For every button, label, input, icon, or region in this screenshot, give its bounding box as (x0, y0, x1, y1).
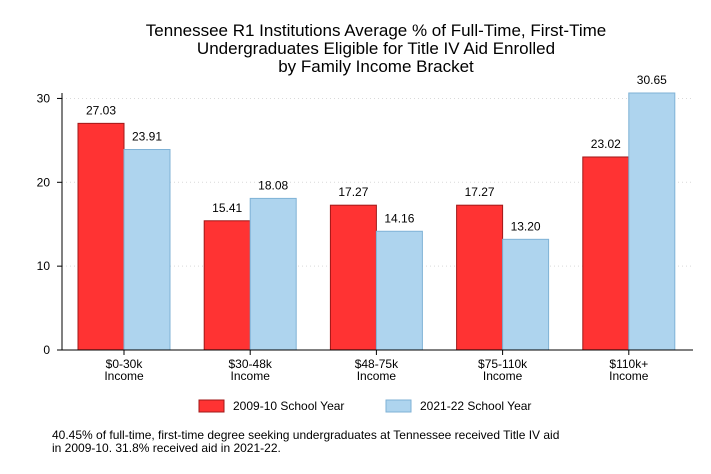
chart-title: Tennessee R1 Institutions Average % of F… (146, 21, 606, 76)
y-tick-label: 10 (37, 259, 51, 273)
x-tick-label: $0-30k (106, 357, 144, 371)
x-tick-label: $48-75k (355, 357, 399, 371)
bars: 27.03 23.91 15.41 18.08 17.27 14.16 17.27 13.20… (77, 73, 676, 351)
x-tick-label: $75-110k (478, 357, 528, 371)
x-tick-label: $110k+ (609, 357, 648, 371)
data-label: 23.02 (591, 137, 621, 151)
bar-2009-10-1 (203, 220, 251, 351)
footnote-line-2: in 2009-10. 31.8% received aid in 2021-2… (52, 441, 281, 455)
legend-label: 2021-22 School Year (420, 399, 531, 413)
data-label: 14.16 (384, 211, 414, 225)
data-label: 13.20 (511, 219, 541, 233)
y-tick-label: 20 (37, 175, 51, 189)
bar-2021-22-3 (502, 238, 550, 351)
bar-2009-10-4 (582, 156, 630, 351)
bar-2021-22-0 (123, 149, 171, 351)
x-tick-label: Income (104, 369, 144, 383)
legend-swatch (385, 399, 412, 413)
x-axis: $0-30kIncome$30-48kIncome$48-75kIncome$7… (62, 349, 693, 383)
bar-2021-22-4 (628, 92, 676, 351)
data-label: 27.03 (86, 103, 116, 117)
bar-2009-10-3 (456, 204, 504, 351)
legend: 2009-10 School Year 2021-22 School Year (198, 399, 531, 413)
data-label: 17.27 (465, 185, 495, 199)
y-axis: 0 10 20 30 (37, 91, 63, 357)
x-tick-label: Income (357, 369, 397, 383)
legend-label: 2009-10 School Year (233, 399, 344, 413)
x-tick-label: Income (609, 369, 649, 383)
data-label: 18.08 (258, 178, 288, 192)
x-tick-label: Income (231, 369, 271, 383)
legend-swatch (198, 399, 225, 413)
data-label: 23.91 (132, 130, 162, 144)
chart-title-line-1: Tennessee R1 Institutions Average % of F… (146, 21, 606, 40)
chart-title-line-2: Undergraduates Eligible for Title IV Aid… (197, 39, 555, 58)
bar-2021-22-1 (249, 197, 297, 351)
bar-2009-10-2 (329, 204, 377, 351)
footnote-line-1: 40.45% of full-time, first-time degree s… (52, 428, 560, 442)
chart-title-line-3: by Family Income Bracket (278, 57, 474, 76)
bar-2021-22-2 (375, 230, 423, 351)
y-tick-label: 0 (43, 343, 50, 357)
x-tick-label: $30-48k (229, 357, 273, 371)
data-label: 30.65 (637, 73, 667, 87)
footnote: 40.45% of full-time, first-time degree s… (52, 429, 672, 455)
data-label: 15.41 (212, 201, 242, 215)
bar-2009-10-0 (77, 122, 125, 351)
y-tick-label: 30 (37, 91, 51, 105)
data-label: 17.27 (338, 185, 368, 199)
x-tick-label: Income (483, 369, 523, 383)
